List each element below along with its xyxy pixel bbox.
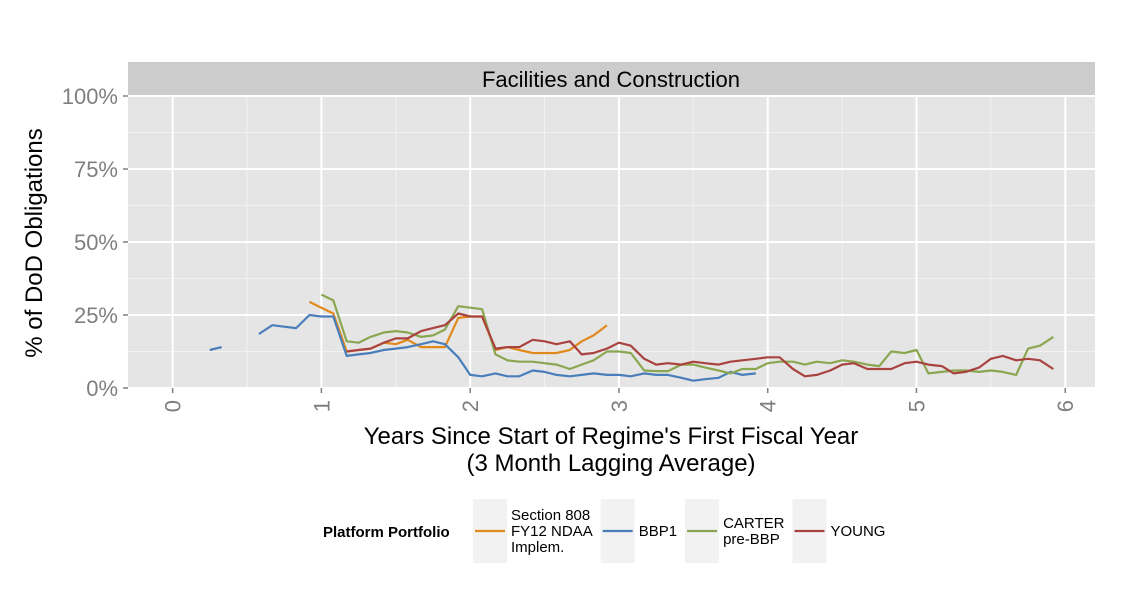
y-tick-label: 25% (74, 303, 118, 328)
y-tick-label: 100% (62, 84, 118, 109)
series-line-bbp1 (209, 346, 222, 352)
legend-label: FY12 NDAA (511, 523, 593, 540)
legend-label: YOUNG (830, 523, 885, 540)
legend-label: Implem. (511, 539, 564, 556)
x-tick-label: 5 (904, 400, 929, 412)
major-grid (128, 95, 1095, 389)
facet-strip-title: Facilities and Construction (482, 67, 740, 92)
x-tick-label: 2 (458, 400, 483, 412)
x-axis: 0 1 2 3 4 5 6 (161, 388, 1078, 412)
legend-label: Section 808 (511, 507, 590, 524)
series-line-bbp1 (258, 313, 756, 382)
legend-title: Platform Portfolio (323, 524, 450, 541)
facet-strip (128, 62, 1095, 96)
y-axis-title: % of DoD Obligations (21, 128, 48, 357)
legend-label: BBP1 (639, 523, 677, 540)
x-tick-label: 4 (756, 400, 781, 412)
x-tick-label: 6 (1053, 400, 1078, 412)
y-axis: 0% 25% 50% 75% 100% (62, 84, 128, 401)
x-axis-title-line2: (3 Month Lagging Average) (466, 450, 755, 477)
series-lines (209, 293, 1054, 382)
y-tick-label: 50% (74, 230, 118, 255)
legend-label: CARTER (723, 515, 785, 532)
series-line-carter-pre-bbp (320, 293, 1054, 376)
y-tick-label: 75% (74, 157, 118, 182)
x-axis-title-line1: Years Since Start of Regime's First Fisc… (364, 423, 859, 450)
x-tick-label: 0 (161, 400, 186, 412)
series-line-young (346, 312, 1054, 378)
legend-label: pre-BBP (723, 531, 780, 548)
x-tick-label: 3 (607, 400, 632, 412)
y-tick-label: 0% (86, 376, 118, 401)
x-tick-label: 1 (309, 400, 334, 412)
